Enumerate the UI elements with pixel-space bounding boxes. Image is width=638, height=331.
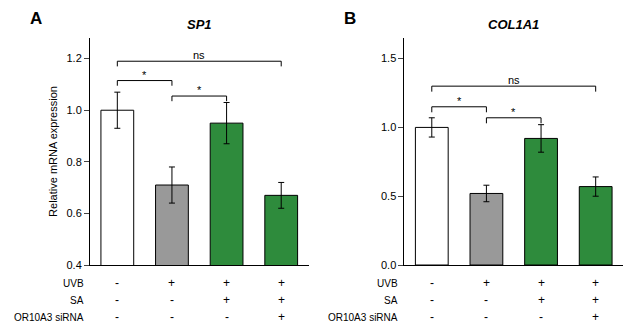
- svg-text:1.0: 1.0: [67, 104, 82, 116]
- svg-text:B: B: [344, 9, 356, 28]
- svg-text:0.0: 0.0: [381, 259, 396, 271]
- svg-text:-: -: [115, 293, 119, 307]
- svg-text:1.0: 1.0: [381, 121, 396, 133]
- svg-text:ns: ns: [508, 74, 520, 86]
- svg-text:-: -: [484, 293, 488, 307]
- svg-text:+: +: [168, 276, 175, 290]
- svg-text:-: -: [430, 310, 434, 324]
- svg-text:ns: ns: [193, 49, 205, 61]
- svg-text:+: +: [223, 293, 230, 307]
- svg-text:SA: SA: [384, 295, 398, 306]
- svg-text:0.5: 0.5: [381, 190, 396, 202]
- svg-text:-: -: [484, 310, 488, 324]
- svg-text:+: +: [278, 293, 285, 307]
- svg-text:+: +: [538, 293, 545, 307]
- svg-text:-: -: [170, 293, 174, 307]
- svg-text:-: -: [115, 310, 119, 324]
- svg-text:*: *: [457, 95, 462, 107]
- svg-text:*: *: [197, 84, 202, 96]
- svg-text:-: -: [539, 310, 543, 324]
- svg-text:-: -: [115, 276, 119, 290]
- svg-text:-: -: [430, 276, 434, 290]
- svg-text:-: -: [170, 310, 174, 324]
- svg-text:*: *: [511, 106, 516, 118]
- svg-text:0.4: 0.4: [67, 259, 82, 271]
- svg-text:Relative mRNA expression: Relative mRNA expression: [47, 86, 59, 217]
- svg-text:+: +: [592, 276, 599, 290]
- svg-text:0.6: 0.6: [67, 207, 82, 219]
- svg-text:1.2: 1.2: [67, 52, 82, 64]
- svg-text:+: +: [483, 276, 490, 290]
- svg-text:SP1: SP1: [187, 17, 212, 32]
- svg-text:+: +: [223, 276, 230, 290]
- svg-text:+: +: [538, 276, 545, 290]
- svg-text:+: +: [278, 276, 285, 290]
- svg-text:OR10A3 siRNA: OR10A3 siRNA: [328, 312, 398, 323]
- svg-text:UVB: UVB: [377, 278, 398, 289]
- svg-text:UVB: UVB: [63, 278, 84, 289]
- svg-text:+: +: [592, 293, 599, 307]
- svg-text:+: +: [592, 310, 599, 324]
- svg-text:+: +: [278, 310, 285, 324]
- svg-text:0.8: 0.8: [67, 156, 82, 168]
- svg-text:COL1A1: COL1A1: [488, 17, 539, 32]
- svg-text:1.5: 1.5: [381, 52, 396, 64]
- svg-text:*: *: [142, 69, 147, 81]
- svg-text:OR10A3 siRNA: OR10A3 siRNA: [14, 312, 84, 323]
- svg-text:A: A: [30, 9, 42, 28]
- svg-text:-: -: [430, 293, 434, 307]
- svg-text:-: -: [225, 310, 229, 324]
- svg-text:SA: SA: [70, 295, 84, 306]
